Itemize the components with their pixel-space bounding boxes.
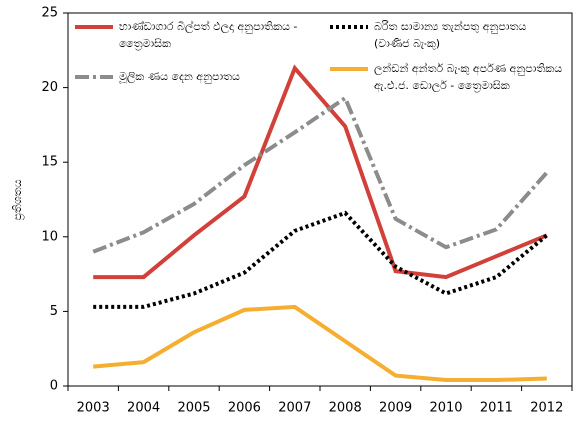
x-tick-label: 2010 xyxy=(429,401,462,416)
series-line xyxy=(93,210,549,309)
x-tick-label: 2007 xyxy=(278,401,311,416)
legend-label: බරිත සාමාන්‍ය තැන්පතු අනුපාතය (වාණිජ බැං… xyxy=(374,20,527,50)
x-tick-label: 2011 xyxy=(480,401,513,416)
y-tick-label: 20 xyxy=(41,80,58,95)
x-tick-label: 2008 xyxy=(329,401,362,416)
x-tick-label: 2005 xyxy=(177,401,210,416)
y-tick-label: 15 xyxy=(41,155,58,170)
series-line xyxy=(92,95,549,254)
y-tick-label: 25 xyxy=(41,6,58,21)
x-tick-label: 2006 xyxy=(228,401,261,416)
x-tick-label: 2004 xyxy=(127,401,160,416)
legend-label: භාණ්ඩාගාර බිල්පත් ඵලදා අනුපාතිකය - ත්‍රෛ… xyxy=(119,20,298,50)
y-tick-label: 5 xyxy=(50,304,58,319)
x-tick-label: 2009 xyxy=(379,401,412,416)
x-tick-label: 2012 xyxy=(530,401,563,416)
series-line xyxy=(93,304,547,383)
y-tick-label: 10 xyxy=(41,229,58,244)
legend-label: ලන්ඩන් අන්තර් බැංකු අර්පණ අනුපාතිකය ඇ.එ.… xyxy=(374,62,563,92)
legend-label: මූලික ණය දෙන අනුපාතය xyxy=(119,70,240,83)
x-tick-label: 2003 xyxy=(77,401,110,416)
series-line xyxy=(93,64,548,280)
y-axis-label: ප්‍රතිශතය xyxy=(11,179,24,220)
y-tick-label: 0 xyxy=(50,379,58,394)
